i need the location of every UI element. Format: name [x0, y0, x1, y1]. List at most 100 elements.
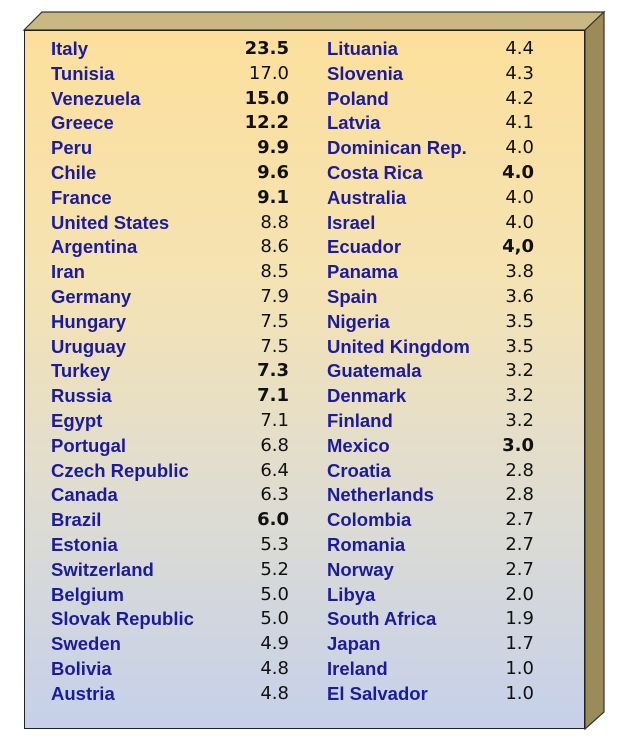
country-value: 9.9: [257, 137, 289, 159]
country-name: Brazil: [51, 509, 102, 531]
country-value: 4,0: [502, 236, 534, 258]
country-name: Iran: [51, 261, 85, 283]
country-value: 7.5: [260, 310, 289, 332]
country-value: 6.0: [257, 509, 289, 531]
country-value: 3.6: [505, 285, 534, 307]
country-name: Chile: [51, 161, 97, 183]
country-name: Portugal: [51, 434, 127, 456]
country-name: Latvia: [327, 112, 381, 134]
country-value: 17.0: [248, 62, 289, 84]
country-name: Ecuador: [327, 236, 402, 258]
country-name: Denmark: [327, 385, 407, 407]
country-value: 7.5: [260, 335, 289, 357]
country-value: 1.7: [505, 633, 534, 655]
country-name: Dominican Rep.: [327, 137, 467, 159]
country-value: 7.3: [257, 360, 289, 382]
country-name: Colombia: [327, 509, 412, 531]
country-value: 8.5: [260, 261, 289, 283]
country-name: Lituania: [327, 38, 398, 59]
country-value: 3.5: [505, 335, 534, 357]
country-value: 2.7: [505, 509, 534, 531]
country-value: 4.0: [505, 211, 534, 233]
country-name: Greece: [51, 112, 114, 134]
country-name: Spain: [327, 285, 378, 307]
country-value: 2.7: [505, 533, 534, 555]
country-value: 3.5: [505, 310, 534, 332]
country-name: Argentina: [51, 236, 138, 258]
country-value: 4.2: [505, 87, 534, 109]
country-value: 6.8: [260, 434, 289, 456]
country-name: Switzerland: [51, 558, 154, 580]
box-top-face: [22, 11, 606, 31]
country-name: Bolivia: [51, 657, 112, 679]
country-name: Russia: [51, 385, 112, 407]
country-value: 8.8: [260, 211, 289, 233]
country-value: 23.5: [244, 38, 289, 59]
country-value: 5.0: [260, 608, 289, 630]
country-name: Netherlands: [327, 484, 434, 506]
country-name: Venezuela: [51, 87, 141, 109]
country-value: 3.0: [502, 434, 534, 456]
country-name: Czech Republic: [51, 459, 189, 481]
box-side-face: [584, 10, 605, 731]
country-name: Mexico: [327, 434, 390, 456]
country-value: 8.6: [260, 236, 289, 258]
country-name: Nigeria: [327, 310, 390, 332]
country-name: South Africa: [327, 608, 437, 630]
country-name: Costa Rica: [327, 161, 423, 183]
country-value: 3.2: [505, 409, 534, 431]
country-name: Tunisia: [51, 62, 115, 84]
country-name: Poland: [327, 87, 389, 109]
country-value: 1.0: [505, 682, 534, 704]
country-value: 4.4: [505, 38, 534, 59]
country-value: 7.9: [260, 285, 289, 307]
country-value: 4.9: [260, 633, 289, 655]
country-value: 4.0: [505, 137, 534, 159]
country-name: Estonia: [51, 533, 118, 555]
country-name: Austria: [51, 682, 115, 704]
country-name: Turkey: [51, 360, 111, 382]
country-name: United States: [51, 211, 170, 233]
country-value: 3.2: [505, 385, 534, 407]
country-name: United Kingdom: [327, 335, 470, 357]
country-name: Uruguay: [51, 335, 127, 357]
country-name: Italy: [51, 38, 89, 59]
country-value: 6.3: [260, 484, 289, 506]
country-name: Hungary: [51, 310, 127, 332]
country-name: Sweden: [51, 633, 121, 655]
country-name: Romania: [327, 533, 406, 555]
country-value: 3.2: [505, 360, 534, 382]
country-value: 15.0: [244, 87, 289, 109]
country-value: 2.0: [505, 583, 534, 605]
country-name: Ireland: [327, 657, 388, 679]
country-value: 4.8: [260, 657, 289, 679]
country-name: Egypt: [51, 409, 103, 431]
country-value: 1.9: [505, 608, 534, 630]
country-name: Slovak Republic: [51, 608, 194, 630]
country-name: Croatia: [327, 459, 391, 481]
country-name: Norway: [327, 558, 394, 580]
country-name: Belgium: [51, 583, 124, 605]
country-name: Panama: [327, 261, 398, 283]
country-value: 7.1: [257, 385, 289, 407]
country-name: Canada: [51, 484, 118, 506]
country-value: 1.0: [505, 657, 534, 679]
country-value: 4.0: [505, 186, 534, 208]
country-name: Libya: [327, 583, 376, 605]
country-value: 4.1: [505, 112, 534, 134]
country-value: 6.4: [260, 459, 289, 481]
country-value: 2.8: [505, 484, 534, 506]
country-name: France: [51, 186, 112, 208]
country-value: 5.0: [260, 583, 289, 605]
country-value: 9.1: [257, 186, 289, 208]
country-value: 7.1: [260, 409, 289, 431]
country-value: 5.3: [260, 533, 289, 555]
country-values-panel: Italy 23.5 Tunisia 17.0 Venezuela 15.0 Greece 1…: [24, 30, 585, 729]
country-value: 3.8: [505, 261, 534, 283]
country-value: 4.8: [260, 682, 289, 704]
country-value: 12.2: [244, 112, 289, 134]
country-name: Finland: [327, 409, 393, 431]
country-value: 5.2: [260, 558, 289, 580]
